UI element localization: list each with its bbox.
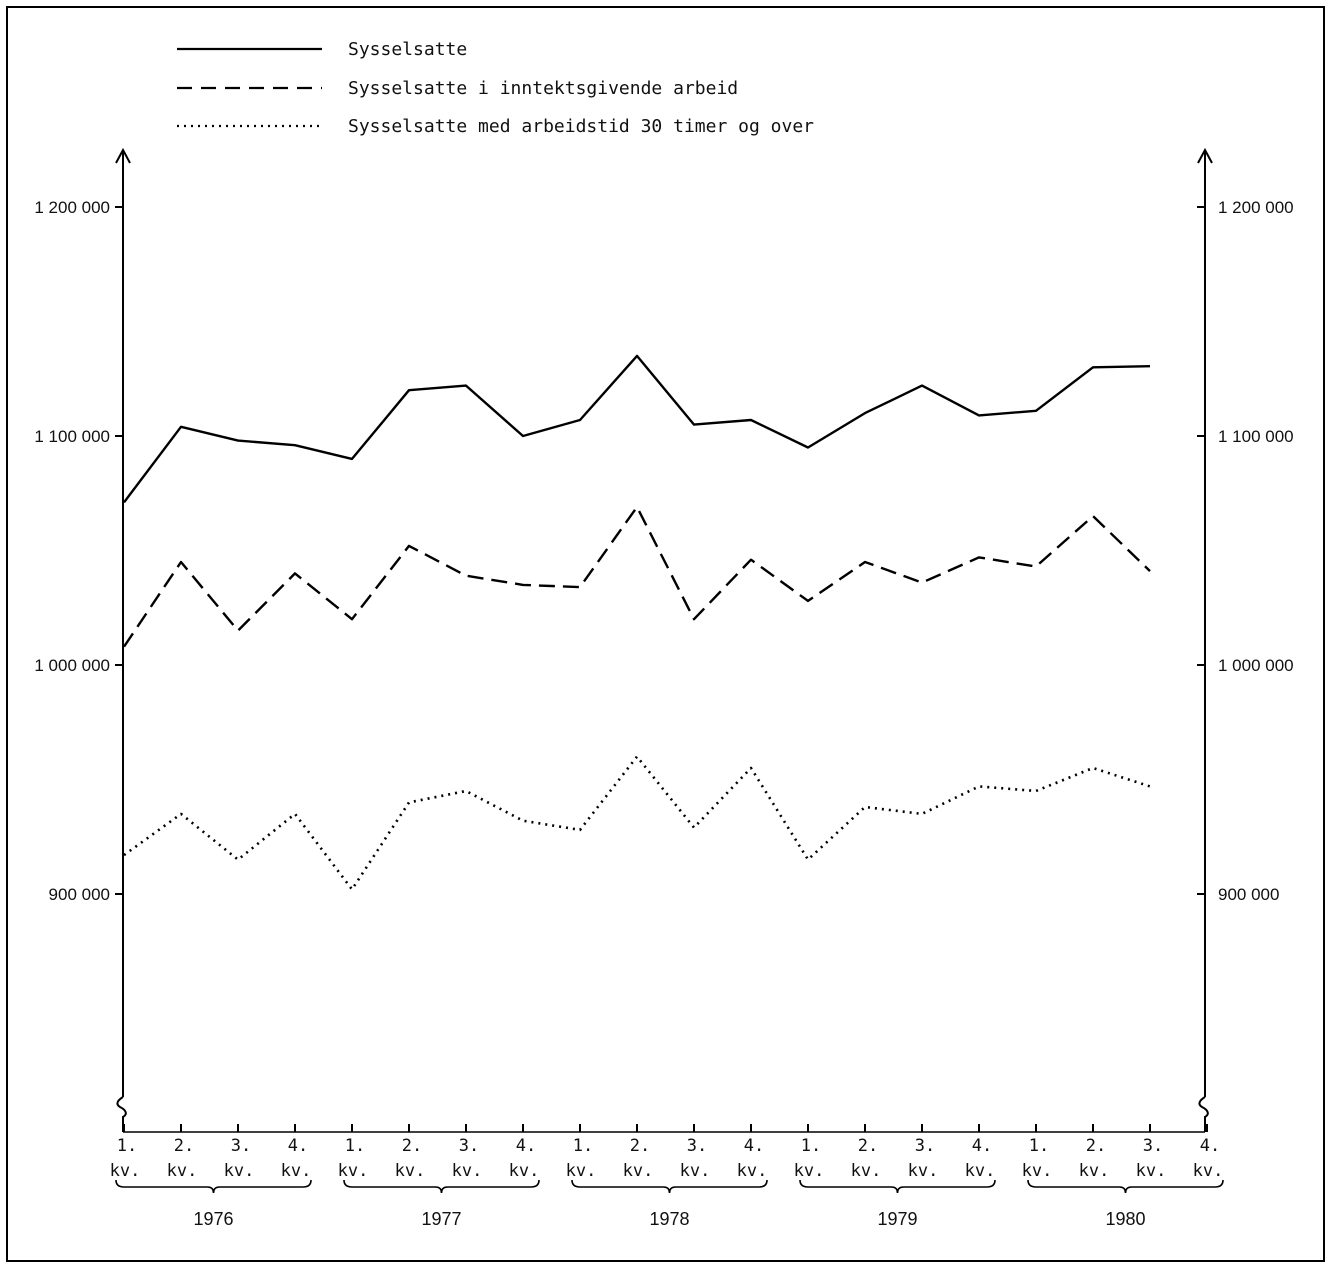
x-tick-label-quarter: 3.	[231, 1136, 251, 1156]
year-brace	[115, 1179, 312, 1194]
x-tick-label-unit: kv.	[1136, 1161, 1167, 1181]
x-tick-label-unit: kv.	[623, 1161, 654, 1181]
legend-label: Sysselsatte i inntektsgivende arbeid	[348, 78, 738, 99]
left-y-axis	[115, 147, 131, 1132]
year-label: 1976	[193, 1209, 233, 1229]
x-tick-label-quarter: 4.	[744, 1136, 764, 1156]
y-tick-label-left: 1 000 000	[34, 656, 110, 675]
x-tick-label-unit: kv.	[851, 1161, 882, 1181]
year-label: 1979	[877, 1209, 917, 1229]
y-tick-label-right: 1 200 000	[1218, 198, 1294, 217]
x-tick-label-unit: kv.	[395, 1161, 426, 1181]
year-label: 1977	[421, 1209, 461, 1229]
x-tick-label-quarter: 2.	[402, 1136, 422, 1156]
x-tick-label-quarter: 1.	[117, 1136, 137, 1156]
y-tick-label-left: 900 000	[49, 885, 110, 904]
x-tick-label-quarter: 1.	[1029, 1136, 1049, 1156]
y-tick-label-right: 1 100 000	[1218, 427, 1294, 446]
x-tick-label-unit: kv.	[509, 1161, 540, 1181]
legend-label: Sysselsatte	[348, 39, 467, 60]
legend-label: Sysselsatte med arbeidstid 30 timer og o…	[348, 116, 814, 137]
x-tick-label-unit: kv.	[167, 1161, 198, 1181]
year-brace	[343, 1179, 540, 1194]
x-tick-label-unit: kv.	[737, 1161, 768, 1181]
x-tick-label-unit: kv.	[566, 1161, 597, 1181]
series-lines	[123, 354, 1151, 891]
x-tick-label-unit: kv.	[452, 1161, 483, 1181]
x-tick-label-unit: kv.	[224, 1161, 255, 1181]
x-tick-label-quarter: 3.	[915, 1136, 935, 1156]
chart-frame	[6, 6, 1325, 1262]
x-tick-label-quarter: 4.	[516, 1136, 536, 1156]
y-tick-label-left: 1 200 000	[34, 198, 110, 217]
year-label: 1980	[1105, 1209, 1145, 1229]
x-tick-label-quarter: 2.	[174, 1136, 194, 1156]
y-tick-label-right: 1 000 000	[1218, 656, 1294, 675]
legend-item-inntektsgivende: Sysselsatte i inntektsgivende arbeid	[177, 78, 738, 99]
x-tick-label-quarter: 3.	[459, 1136, 479, 1156]
series-line-1	[123, 354, 1151, 504]
x-tick-label-quarter: 3.	[687, 1136, 707, 1156]
x-tick-label-unit: kv.	[794, 1161, 825, 1181]
year-brace	[571, 1179, 768, 1194]
x-ticks: 1. kv. 2. kv. 3. kv. 4. kv. 1. kv. 2. kv. 3. kv. 4. kv.…	[110, 1124, 1224, 1181]
year-groups: 1976 1977 1978 1979 1980	[115, 1179, 1224, 1229]
x-tick-label-unit: kv.	[908, 1161, 939, 1181]
x-tick-label-quarter: 2.	[1086, 1136, 1106, 1156]
year-label: 1978	[649, 1209, 689, 1229]
legend: Sysselsatte Sysselsatte i inntektsgivend…	[177, 39, 814, 137]
x-tick-label-quarter: 1.	[573, 1136, 593, 1156]
x-tick-label-quarter: 1.	[801, 1136, 821, 1156]
left-axis-arrowhead	[115, 147, 131, 164]
x-tick-label-quarter: 4.	[288, 1136, 308, 1156]
x-tick-label-unit: kv.	[338, 1161, 369, 1181]
x-tick-label-quarter: 3.	[1143, 1136, 1163, 1156]
x-tick-label-unit: kv.	[965, 1161, 996, 1181]
legend-item-sysselsatte: Sysselsatte	[177, 39, 467, 60]
x-tick-label-unit: kv.	[110, 1161, 141, 1181]
series-line-2	[123, 505, 1151, 648]
year-brace	[1027, 1179, 1224, 1194]
x-tick-label-unit: kv.	[1022, 1161, 1053, 1181]
x-tick-label-quarter: 4.	[1200, 1136, 1220, 1156]
y-tick-label-left: 1 100 000	[34, 427, 110, 446]
x-tick-label-unit: kv.	[1079, 1161, 1110, 1181]
x-tick-label-unit: kv.	[1193, 1161, 1224, 1181]
x-tick-label-unit: kv.	[680, 1161, 711, 1181]
year-brace	[799, 1179, 996, 1194]
right-y-axis	[1197, 147, 1213, 1132]
y-ticks: 900 000 900 000 1 000 000 1 000 000 1 100 00…	[34, 198, 1293, 904]
series-line-3	[123, 755, 1151, 891]
x-tick-label-quarter: 2.	[858, 1136, 878, 1156]
x-tick-label-quarter: 1.	[345, 1136, 365, 1156]
x-tick-label-unit: kv.	[281, 1161, 312, 1181]
x-tick-label-quarter: 4.	[972, 1136, 992, 1156]
left-axis-break-mark	[116, 1096, 127, 1132]
right-axis-arrowhead	[1197, 147, 1213, 164]
legend-item-arbeidstid-30: Sysselsatte med arbeidstid 30 timer og o…	[177, 116, 814, 137]
right-axis-break-mark	[1198, 1096, 1209, 1132]
y-tick-label-right: 900 000	[1218, 885, 1279, 904]
x-tick-label-quarter: 2.	[630, 1136, 650, 1156]
